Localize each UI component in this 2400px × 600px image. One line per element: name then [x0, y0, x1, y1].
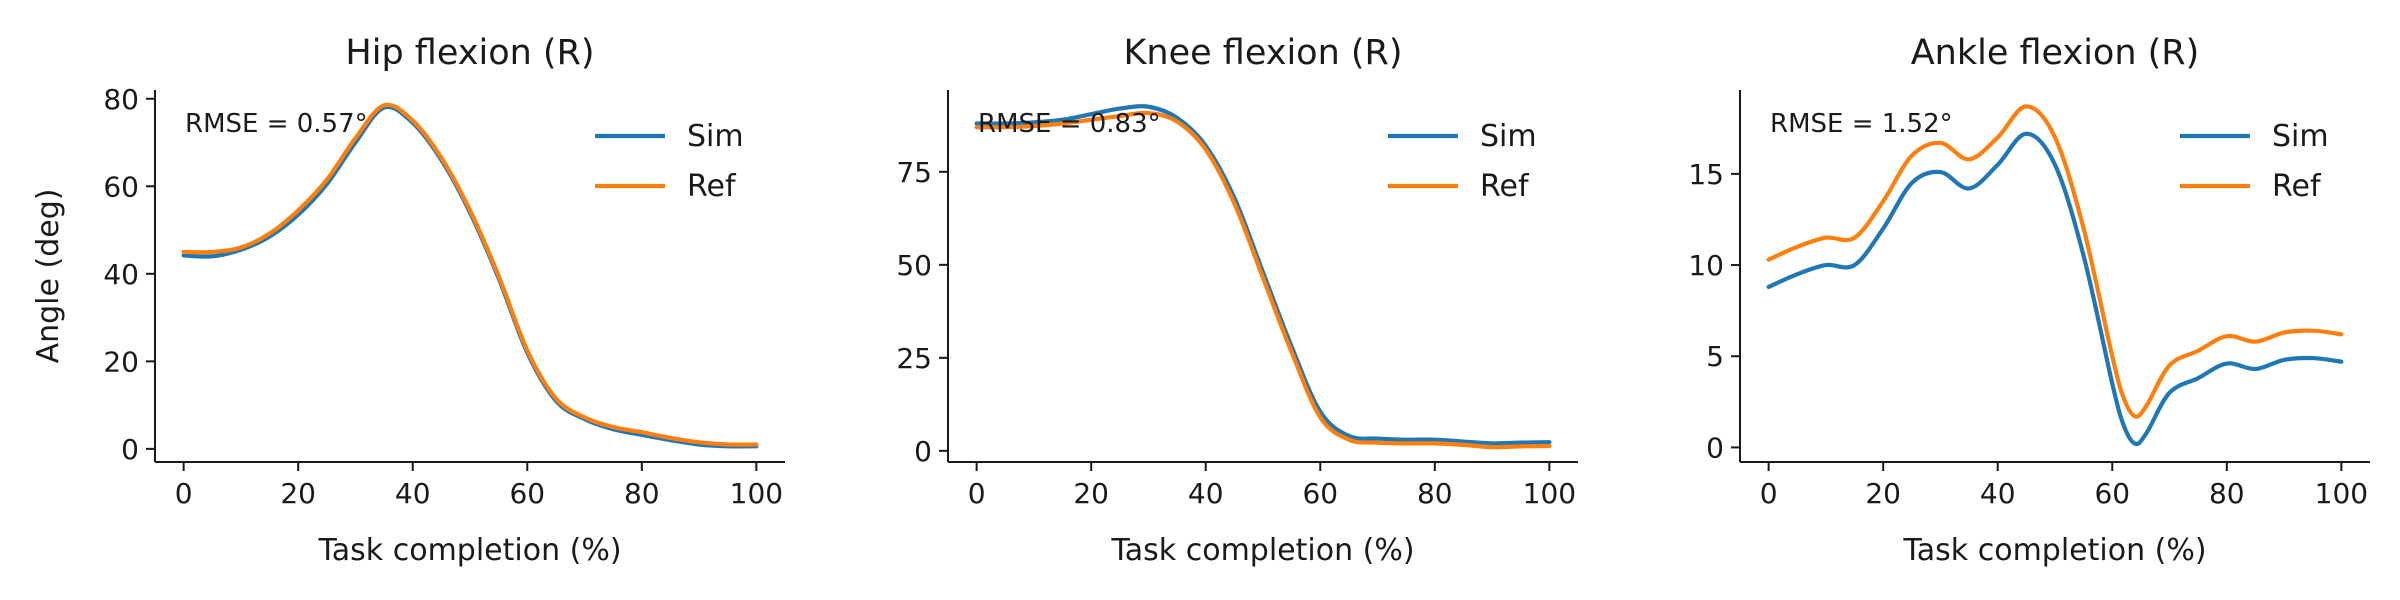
- y-tick-label: 10: [1688, 249, 1724, 282]
- series-line-sim: [1766, 131, 2344, 447]
- series-line-ref: [1766, 104, 2344, 419]
- x-tick-label: 80: [2209, 477, 2245, 510]
- legend-label-sim: Sim: [2272, 119, 2329, 154]
- x-tick-label: 40: [1188, 477, 1224, 510]
- y-tick-label: 5: [1706, 340, 1724, 373]
- x-tick-label: 80: [1417, 477, 1453, 510]
- series-line-ref: [181, 102, 759, 447]
- legend: Sim Ref: [595, 119, 744, 204]
- legend-label-sim: Sim: [1480, 119, 1537, 154]
- chart-panel-1: Hip flexion (R)0 20 40 60 80 100020406080Task…: [31, 33, 785, 568]
- y-tick-label: 50: [896, 249, 932, 282]
- legend-label-sim: Sim: [687, 119, 744, 154]
- y-tick-label: 0: [121, 433, 139, 466]
- y-tick-label: 20: [103, 345, 139, 378]
- y-tick-label: 15: [1688, 158, 1724, 191]
- x-tick-label: 60: [509, 477, 545, 510]
- x-tick-label: 100: [1523, 477, 1576, 510]
- rmse-annotation: RMSE = 1.52°: [1770, 109, 1953, 139]
- x-tick-label: 20: [1073, 477, 1109, 510]
- y-axis-label: Angle (deg): [31, 189, 66, 364]
- y-tick-label: 0: [914, 435, 932, 468]
- x-tick-label: 0: [175, 477, 193, 510]
- series-line-sim: [181, 104, 759, 449]
- chart-title: Ankle flexion (R): [1911, 33, 2200, 73]
- x-tick-label: 20: [1865, 477, 1901, 510]
- y-tick-label: 80: [103, 83, 139, 116]
- rmse-annotation: RMSE = 0.57°: [185, 109, 368, 139]
- x-tick-label: 0: [1760, 477, 1778, 510]
- legend-label-ref: Ref: [2272, 169, 2322, 204]
- x-tick-label: 60: [1302, 477, 1338, 510]
- x-axis-label: Task completion (%): [1110, 533, 1414, 568]
- chart-title: Knee flexion (R): [1123, 33, 1402, 73]
- x-tick-label: 100: [2315, 477, 2368, 510]
- legend: Sim Ref: [1388, 119, 1537, 204]
- chart-panel-2: Knee flexion (R) 0 20 40 60 80 100 0 25 50 75 Task …: [896, 33, 1578, 568]
- y-tick-label: 40: [103, 258, 139, 291]
- chart-panel-3: Ankle flexion (R) 0 20 40 60 80 100 0 5 10 15 Task …: [1688, 33, 2370, 568]
- x-tick-label: 40: [395, 477, 431, 510]
- y-tick-label: 75: [896, 156, 932, 189]
- y-tick-label: 25: [896, 342, 932, 375]
- series-line-ref: [974, 110, 1552, 450]
- chart-title: Hip flexion (R): [345, 33, 594, 73]
- rmse-annotation: RMSE = 0.83°: [978, 109, 1161, 139]
- x-tick-label: 100: [730, 477, 783, 510]
- legend: Sim Ref: [2180, 119, 2329, 204]
- x-tick-label: 80: [624, 477, 660, 510]
- x-tick-label: 60: [2094, 477, 2130, 510]
- x-tick-label: 0: [968, 477, 986, 510]
- y-tick-label: 60: [103, 170, 139, 203]
- y-tick-label: 0: [1706, 431, 1724, 464]
- legend-label-ref: Ref: [687, 169, 737, 204]
- x-axis-label: Task completion (%): [1902, 533, 2206, 568]
- legend-label-ref: Ref: [1480, 169, 1530, 204]
- x-tick-label: 20: [280, 477, 316, 510]
- x-tick-label: 40: [1980, 477, 2016, 510]
- x-axis-label: Task completion (%): [317, 533, 621, 568]
